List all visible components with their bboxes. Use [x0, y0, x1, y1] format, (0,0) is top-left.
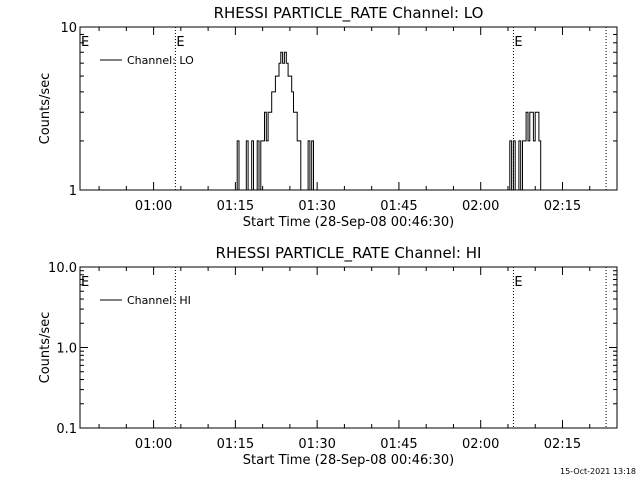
panel2-x-tick-label: 01:00: [135, 437, 172, 452]
panel2-y-axis-label: Counts/sec: [38, 312, 53, 384]
panel2-edge-marker-label: E: [81, 275, 89, 290]
panel2-x-tick-label: 01:15: [217, 437, 254, 452]
panel1-title: RHESSI PARTICLE_RATE Channel: LO: [214, 4, 484, 23]
panel2-x-tick-label: 02:15: [544, 437, 581, 452]
panel1-event-marker-label: E: [514, 35, 522, 50]
panel2-axes-box: [79, 266, 618, 429]
panel1-x-axis-label: Start Time (28-Sep-08 00:46:30): [243, 215, 454, 230]
panel2-y-tick-label: 1.0: [56, 342, 77, 357]
panel1-x-tick-label: 01:30: [298, 199, 335, 214]
panel2-x-tick-label: 02:00: [462, 437, 499, 452]
panel2-x-tick-label: 01:45: [380, 437, 417, 452]
panel1-y-tick-label: 10: [60, 21, 77, 36]
panel1-y-tick-label: 1: [69, 184, 77, 199]
panel2-x-axis-label: Start Time (28-Sep-08 00:46:30): [243, 453, 454, 468]
panel2-y-tick-label: 10.0: [48, 261, 77, 276]
panel1-x-tick-label: 01:15: [217, 199, 254, 214]
panel1-series-line-1: [235, 51, 547, 191]
panel1-axes-box: [79, 26, 618, 191]
panel1-y-axis-label: Counts/sec: [38, 73, 53, 145]
panel1-x-tick-label: 01:00: [135, 199, 172, 214]
panel1-x-tick-label: 02:00: [462, 199, 499, 214]
footer-timestamp: 15-Oct-2021 13:18: [560, 467, 636, 476]
panel2-y-tick-label: 0.1: [56, 422, 77, 437]
panel2-legend-label: Channel: HI: [127, 294, 191, 307]
panel1-event-marker-label: E: [176, 35, 184, 50]
panel1-x-tick-label: 01:45: [380, 199, 417, 214]
panel1-legend-label: Channel: LO: [127, 54, 194, 67]
panel2-x-tick-label: 01:30: [298, 437, 335, 452]
panel1-edge-marker-label: E: [81, 35, 89, 50]
panel1-x-tick-label: 02:15: [544, 199, 581, 214]
panel2-event-marker-label: E: [514, 275, 522, 290]
panel2-title: RHESSI PARTICLE_RATE Channel: HI: [216, 244, 482, 263]
